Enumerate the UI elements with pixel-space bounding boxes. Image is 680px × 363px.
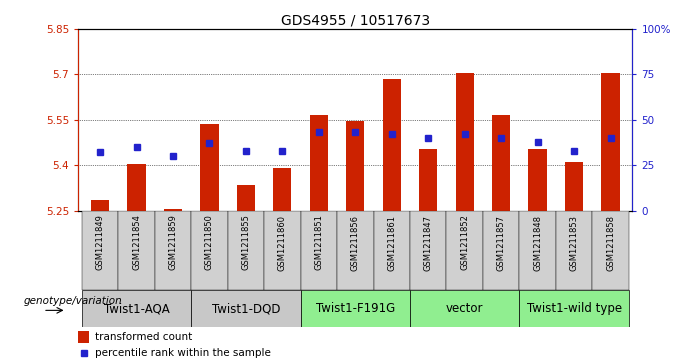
Text: GSM1211858: GSM1211858 xyxy=(606,215,615,270)
Text: GSM1211847: GSM1211847 xyxy=(424,215,432,270)
Bar xyxy=(410,211,447,290)
Text: Twist1-DQD: Twist1-DQD xyxy=(211,302,280,315)
Bar xyxy=(127,164,146,211)
Text: Twist1-AQA: Twist1-AQA xyxy=(103,302,169,315)
Bar xyxy=(78,331,90,343)
Text: GSM1211849: GSM1211849 xyxy=(96,215,105,270)
Text: Twist1-wild type: Twist1-wild type xyxy=(526,302,622,315)
Bar xyxy=(520,211,556,290)
Text: transformed count: transformed count xyxy=(95,332,192,342)
Text: GSM1211857: GSM1211857 xyxy=(496,215,506,270)
Bar xyxy=(82,211,118,290)
Bar xyxy=(492,115,510,211)
Text: GSM1211859: GSM1211859 xyxy=(169,215,177,270)
Bar xyxy=(82,290,191,327)
Text: GSM1211851: GSM1211851 xyxy=(314,215,323,270)
Bar xyxy=(346,121,364,211)
Bar xyxy=(237,185,255,211)
Bar xyxy=(520,290,629,327)
Text: GSM1211855: GSM1211855 xyxy=(241,215,250,270)
Title: GDS4955 / 10517673: GDS4955 / 10517673 xyxy=(281,14,430,28)
Bar xyxy=(301,290,410,327)
Text: GSM1211856: GSM1211856 xyxy=(351,215,360,270)
Text: GSM1211853: GSM1211853 xyxy=(570,215,579,270)
Bar xyxy=(419,148,437,211)
Bar xyxy=(309,115,328,211)
Bar xyxy=(528,148,547,211)
Bar xyxy=(201,124,218,211)
Text: GSM1211861: GSM1211861 xyxy=(388,215,396,270)
Bar xyxy=(456,73,474,211)
Bar xyxy=(410,290,520,327)
Bar xyxy=(337,211,373,290)
Bar xyxy=(155,211,191,290)
Text: genotype/variation: genotype/variation xyxy=(23,296,122,306)
Bar xyxy=(565,162,583,211)
Text: GSM1211852: GSM1211852 xyxy=(460,215,469,270)
Text: GSM1211848: GSM1211848 xyxy=(533,215,542,270)
Bar xyxy=(91,200,109,211)
Bar xyxy=(383,79,401,211)
Bar xyxy=(556,211,592,290)
Bar xyxy=(191,290,301,327)
Bar xyxy=(118,211,155,290)
Text: GSM1211860: GSM1211860 xyxy=(278,215,287,270)
Bar xyxy=(483,211,520,290)
Bar xyxy=(264,211,301,290)
Text: GSM1211854: GSM1211854 xyxy=(132,215,141,270)
Text: GSM1211850: GSM1211850 xyxy=(205,215,214,270)
Bar xyxy=(373,211,410,290)
Text: percentile rank within the sample: percentile rank within the sample xyxy=(95,348,271,359)
Bar xyxy=(273,168,292,211)
Bar xyxy=(301,211,337,290)
Bar xyxy=(191,211,228,290)
Bar xyxy=(592,211,629,290)
Text: Twist1-F191G: Twist1-F191G xyxy=(316,302,395,315)
Text: vector: vector xyxy=(446,302,483,315)
Bar xyxy=(447,211,483,290)
Bar xyxy=(164,209,182,211)
Bar xyxy=(601,73,619,211)
Bar xyxy=(228,211,264,290)
